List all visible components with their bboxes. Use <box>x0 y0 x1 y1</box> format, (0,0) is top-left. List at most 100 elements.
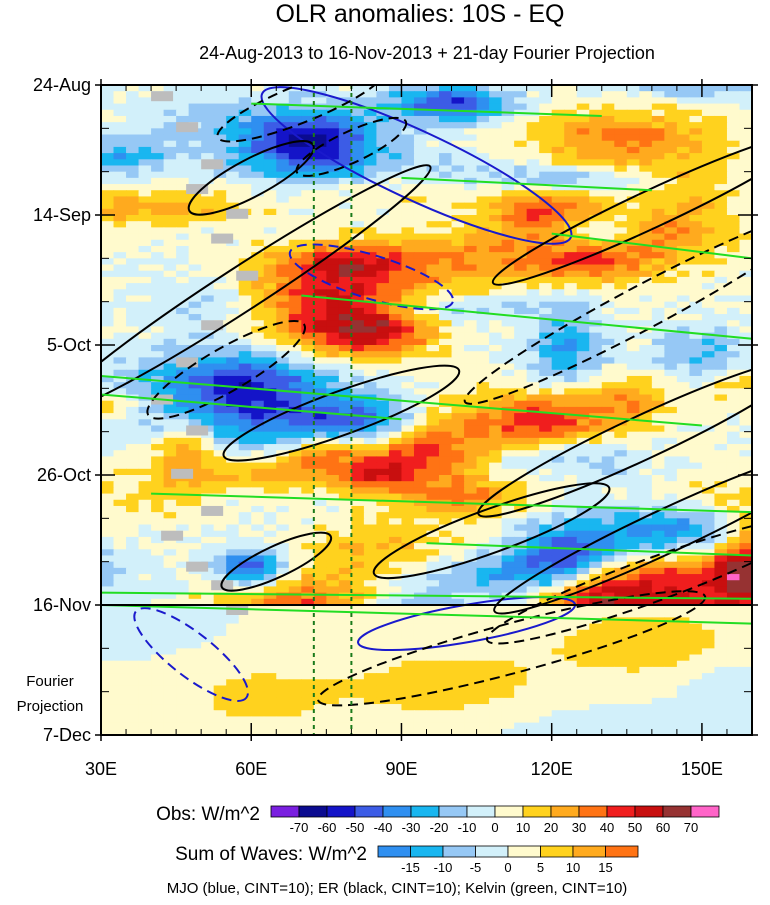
field-cell <box>338 475 352 482</box>
field-cell <box>526 524 540 532</box>
field-cell <box>288 97 302 105</box>
field-cell <box>626 97 640 105</box>
field-cell <box>226 642 240 649</box>
field-cell <box>614 375 628 383</box>
field-cell <box>388 673 403 680</box>
field-cell <box>551 660 565 668</box>
field-cell <box>176 171 190 179</box>
field-cell <box>726 264 741 272</box>
field-cell <box>138 276 152 284</box>
field-cell <box>551 673 565 680</box>
field-cell <box>188 512 202 519</box>
field-cell <box>501 122 515 129</box>
field-cell <box>701 462 716 470</box>
field-cell <box>151 159 165 167</box>
field-cell <box>501 283 515 290</box>
field-cell <box>188 369 202 377</box>
field-cell <box>439 561 453 569</box>
field-cell <box>126 400 140 408</box>
field-cell <box>589 345 603 352</box>
field-cell <box>601 208 615 216</box>
field-cell <box>201 592 215 600</box>
field-cell <box>101 338 115 346</box>
field-cell <box>138 245 152 253</box>
field-cell <box>676 468 690 476</box>
field-cell <box>626 437 640 445</box>
field-cell <box>263 444 277 451</box>
field-cell <box>413 245 428 253</box>
field-cell <box>639 258 653 266</box>
field-cell <box>363 283 378 290</box>
field-cell <box>464 338 478 346</box>
field-cell <box>451 357 465 365</box>
field-cell <box>413 326 428 334</box>
field-cell <box>388 499 403 507</box>
field-cell <box>589 363 603 371</box>
field-cell <box>313 289 327 297</box>
field-cell <box>689 623 703 631</box>
field-cell <box>238 549 252 557</box>
field-cell <box>188 307 202 315</box>
field-cell <box>476 437 490 445</box>
field-cell <box>589 375 603 383</box>
field-cell <box>363 202 378 210</box>
field-cell <box>676 450 690 458</box>
field-cell <box>288 177 302 185</box>
field-cell <box>276 629 290 637</box>
field-cell <box>701 505 716 513</box>
field-cell <box>188 295 202 303</box>
field-cell <box>676 512 690 519</box>
field-cell <box>539 171 553 179</box>
field-cell <box>626 382 640 389</box>
field-cell <box>188 103 202 111</box>
field-cell <box>589 648 603 656</box>
field-cell <box>476 648 490 656</box>
field-cell <box>351 431 365 439</box>
field-cell <box>489 654 503 662</box>
field-cell <box>351 258 365 266</box>
field-cell <box>589 388 603 396</box>
field-cell <box>639 91 653 98</box>
field-cell <box>564 134 578 142</box>
field-cell <box>301 605 315 612</box>
field-cell <box>238 400 252 408</box>
field-cell <box>589 159 603 167</box>
field-cell <box>351 128 365 136</box>
field-cell <box>376 326 390 334</box>
field-cell <box>526 487 540 495</box>
field-cell <box>101 666 115 674</box>
field-cell <box>451 629 465 637</box>
field-cell <box>614 215 628 222</box>
field-cell <box>739 623 752 631</box>
field-cell <box>301 122 315 129</box>
field-cell <box>426 375 440 383</box>
field-cell <box>539 134 553 142</box>
field-cell <box>376 586 390 594</box>
field-cell <box>176 499 190 507</box>
field-cell <box>439 345 453 352</box>
field-cell <box>639 499 653 507</box>
field-cell <box>564 524 578 532</box>
field-cell <box>539 332 553 340</box>
field-cell <box>313 512 327 519</box>
field-cell <box>514 673 528 680</box>
field-cell <box>739 351 752 358</box>
field-cell <box>313 567 327 575</box>
field-cell <box>301 109 315 117</box>
field-cell <box>639 184 653 191</box>
field-cell <box>251 635 265 643</box>
field-cell <box>489 530 503 538</box>
field-cell <box>176 592 190 600</box>
field-cell <box>138 648 152 656</box>
field-cell <box>276 623 290 631</box>
field-cell <box>326 264 340 272</box>
field-cell <box>526 425 540 433</box>
field-cell <box>313 530 327 538</box>
field-cell <box>401 382 415 389</box>
field-cell <box>413 252 428 259</box>
field-cell <box>201 134 215 142</box>
field-cell <box>626 245 640 253</box>
field-cell <box>413 351 428 358</box>
field-cell <box>614 406 628 414</box>
field-cell <box>664 524 678 532</box>
